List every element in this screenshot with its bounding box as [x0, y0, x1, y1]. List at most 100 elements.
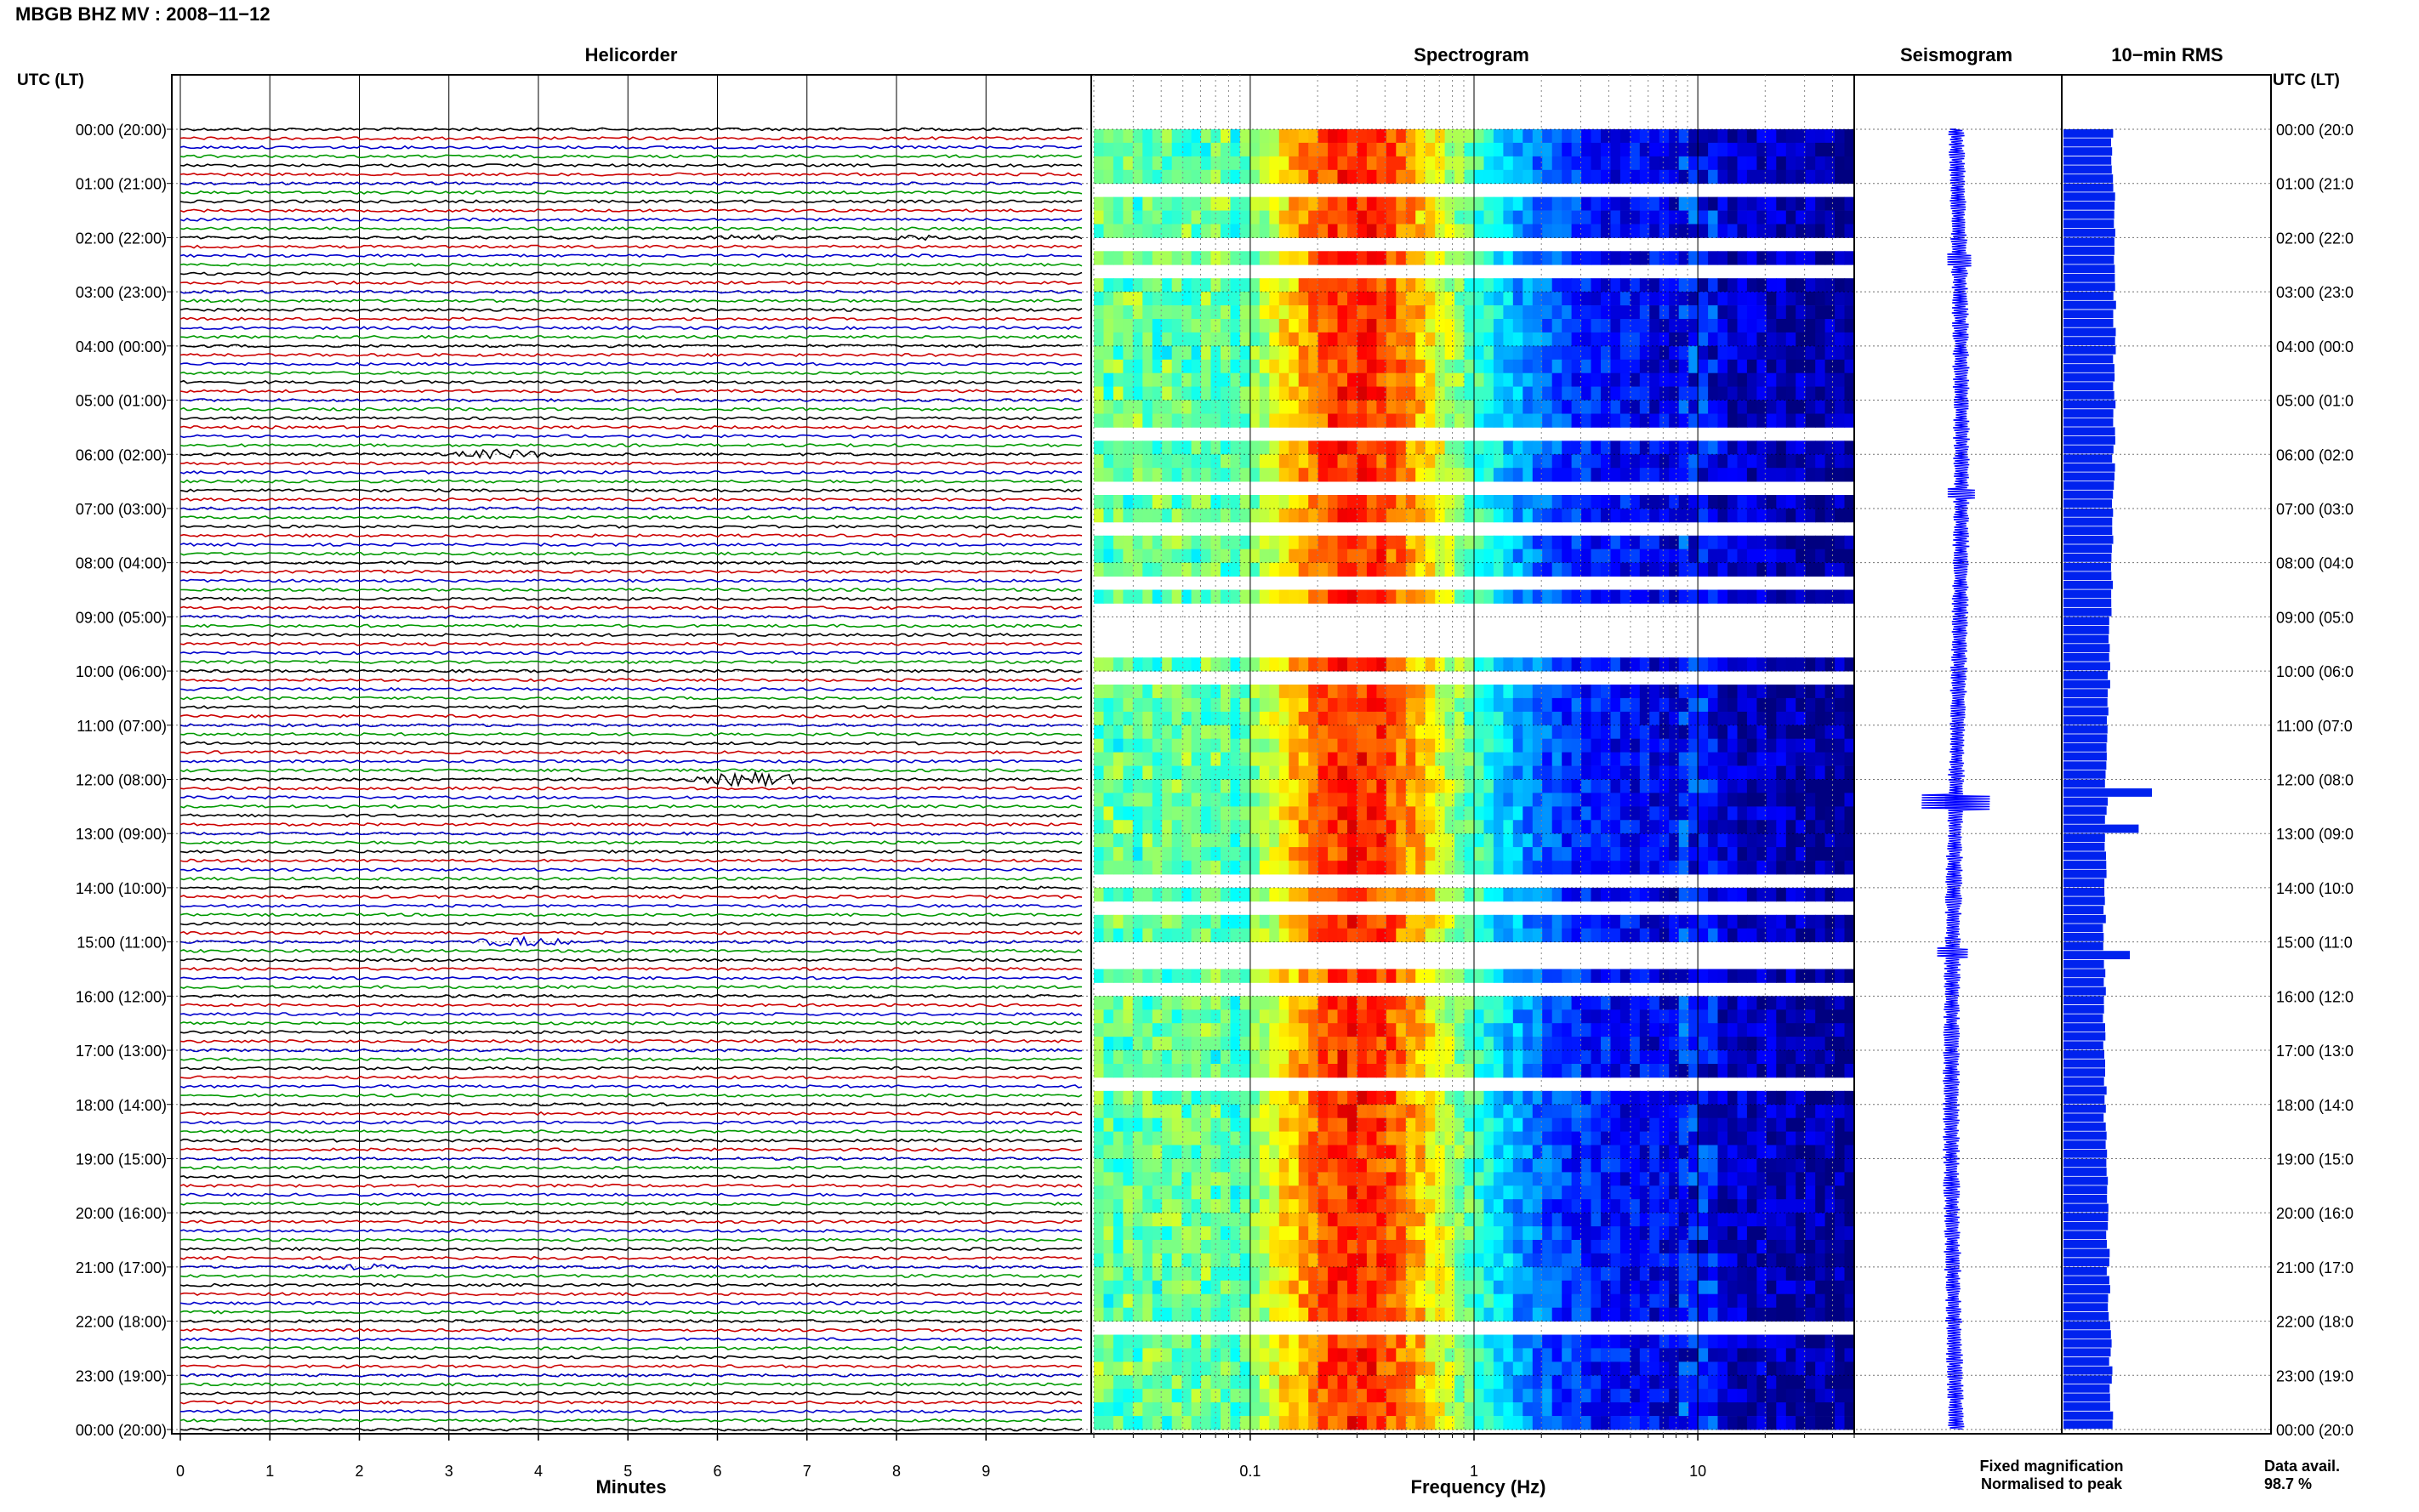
- spectrogram-cell: [1425, 1023, 1436, 1037]
- spectrogram-cell: [1746, 711, 1757, 726]
- spectrogram-cell: [1376, 386, 1387, 401]
- spectrogram-cell: [1337, 332, 1348, 347]
- spectrogram-cell: [1815, 847, 1826, 861]
- spectrogram-cell: [1785, 1050, 1796, 1065]
- spectrogram-cell: [1619, 887, 1631, 902]
- spectrogram-cell: [1239, 1199, 1250, 1214]
- spectrogram-cell: [1289, 278, 1300, 293]
- spectrogram-cell: [1824, 169, 1836, 185]
- spectrogram-cell: [1415, 562, 1426, 577]
- spectrogram-cell: [1259, 1023, 1270, 1037]
- spectrogram-cell: [1551, 738, 1562, 753]
- spectrogram-cell: [1278, 657, 1289, 672]
- spectrogram-cell: [1727, 441, 1739, 455]
- spectrogram-cell: [1337, 495, 1348, 509]
- helicorder-trace: [179, 162, 1083, 168]
- spectrogram-cell: [1523, 562, 1534, 577]
- spectrogram-cell: [1591, 711, 1602, 726]
- spectrogram-cell: [1103, 1104, 1114, 1119]
- spectrogram-cell: [1123, 752, 1134, 766]
- spectrogram-cell: [1717, 169, 1728, 185]
- spectrogram-cell: [1152, 1158, 1163, 1173]
- spectrogram-cell: [1523, 725, 1534, 740]
- spectrogram-cell: [1347, 697, 1358, 713]
- spectrogram-cell: [1824, 1023, 1836, 1037]
- spectrogram-cell: [1405, 1199, 1416, 1214]
- spectrogram-cell: [1425, 1064, 1436, 1078]
- spectrogram-cell: [1776, 1090, 1787, 1106]
- spectrogram-cell: [1474, 685, 1485, 699]
- spectrogram-cell: [1269, 861, 1280, 875]
- spectrogram-cell: [1630, 441, 1641, 455]
- spectrogram-cell: [1493, 1009, 1504, 1024]
- spectrogram-cell: [1347, 345, 1358, 361]
- spectrogram-cell: [1278, 292, 1289, 306]
- spectrogram-cell: [1249, 1090, 1261, 1106]
- spectrogram-cell: [1601, 345, 1612, 361]
- spectrogram-cell: [1835, 535, 1846, 550]
- spectrogram-cell: [1191, 224, 1202, 238]
- spectrogram-cell: [1162, 196, 1173, 211]
- spectrogram-cell: [1688, 752, 1699, 766]
- spectrogram-cell: [1776, 196, 1787, 211]
- spectrogram-cell: [1210, 847, 1221, 861]
- spectrogram-cell: [1181, 765, 1192, 780]
- spectrogram-cell: [1571, 1199, 1582, 1214]
- spectrogram-cell: [1708, 535, 1719, 550]
- spectrogram-cell: [1756, 1037, 1767, 1051]
- spectrogram-cell: [1610, 251, 1621, 265]
- spectrogram-cell: [1737, 562, 1748, 577]
- helicorder-trace: [179, 930, 1083, 935]
- spectrogram-cell: [1464, 468, 1475, 482]
- spectrogram-cell: [1630, 210, 1641, 225]
- helicorder-trace: [179, 1120, 1083, 1125]
- spectrogram-cell: [1113, 1104, 1124, 1119]
- spectrogram-cell: [1366, 1104, 1377, 1119]
- spectrogram-cell: [1542, 969, 1553, 983]
- spectrogram-cell: [1347, 129, 1358, 144]
- spectrogram-cell: [1328, 1009, 1339, 1024]
- spectrogram-cell: [1708, 887, 1719, 902]
- spectrogram-cell: [1171, 589, 1182, 604]
- spectrogram-cell: [1230, 495, 1241, 509]
- spectrogram-cell: [1221, 549, 1232, 563]
- spectrogram-cell: [1230, 738, 1241, 753]
- spectrogram-cell: [1542, 1064, 1553, 1078]
- spectrogram-cell: [1142, 657, 1153, 672]
- spectrogram-cell: [1512, 969, 1523, 983]
- spectrogram-cell: [1688, 820, 1699, 834]
- spectrogram-cell: [1571, 1064, 1582, 1078]
- spectrogram-cell: [1191, 738, 1202, 753]
- spectrogram-cell: [1376, 847, 1387, 861]
- spectrogram-cell: [1630, 454, 1641, 469]
- spectrogram-cell: [1201, 765, 1212, 780]
- spectrogram-cell: [1094, 711, 1105, 726]
- spectrogram-cell: [1737, 1185, 1748, 1200]
- spectrogram-cell: [1766, 969, 1777, 983]
- spectrogram-cell: [1289, 914, 1300, 929]
- spectrogram-cell: [1308, 1064, 1319, 1078]
- spectrogram-cell: [1347, 495, 1358, 509]
- spectrogram-cell: [1493, 468, 1504, 482]
- spectrogram-cell: [1210, 738, 1221, 753]
- spectrogram-cell: [1542, 549, 1553, 563]
- spectrogram-cell: [1785, 887, 1796, 902]
- spectrogram-cell: [1221, 509, 1232, 523]
- spectrogram-cell: [1357, 278, 1368, 293]
- spectrogram-cell: [1493, 697, 1504, 713]
- spectrogram-cell: [1239, 169, 1250, 185]
- spectrogram-cell: [1386, 657, 1397, 672]
- spectrogram-cell: [1328, 711, 1339, 726]
- spectrogram-cell: [1376, 1145, 1387, 1159]
- spectrogram-cell: [1298, 765, 1309, 780]
- spectrogram-cell: [1142, 509, 1153, 523]
- spectrogram-cell: [1152, 738, 1163, 753]
- helicorder-trace: [179, 199, 1083, 204]
- spectrogram-cell: [1785, 928, 1796, 942]
- spectrogram-cell: [1571, 1117, 1582, 1132]
- spectrogram-cell: [1171, 833, 1182, 848]
- spectrogram-cell: [1298, 509, 1309, 523]
- spectrogram-cell: [1142, 1158, 1153, 1173]
- spectrogram-cell: [1328, 1117, 1339, 1132]
- spectrogram-cell: [1532, 509, 1543, 523]
